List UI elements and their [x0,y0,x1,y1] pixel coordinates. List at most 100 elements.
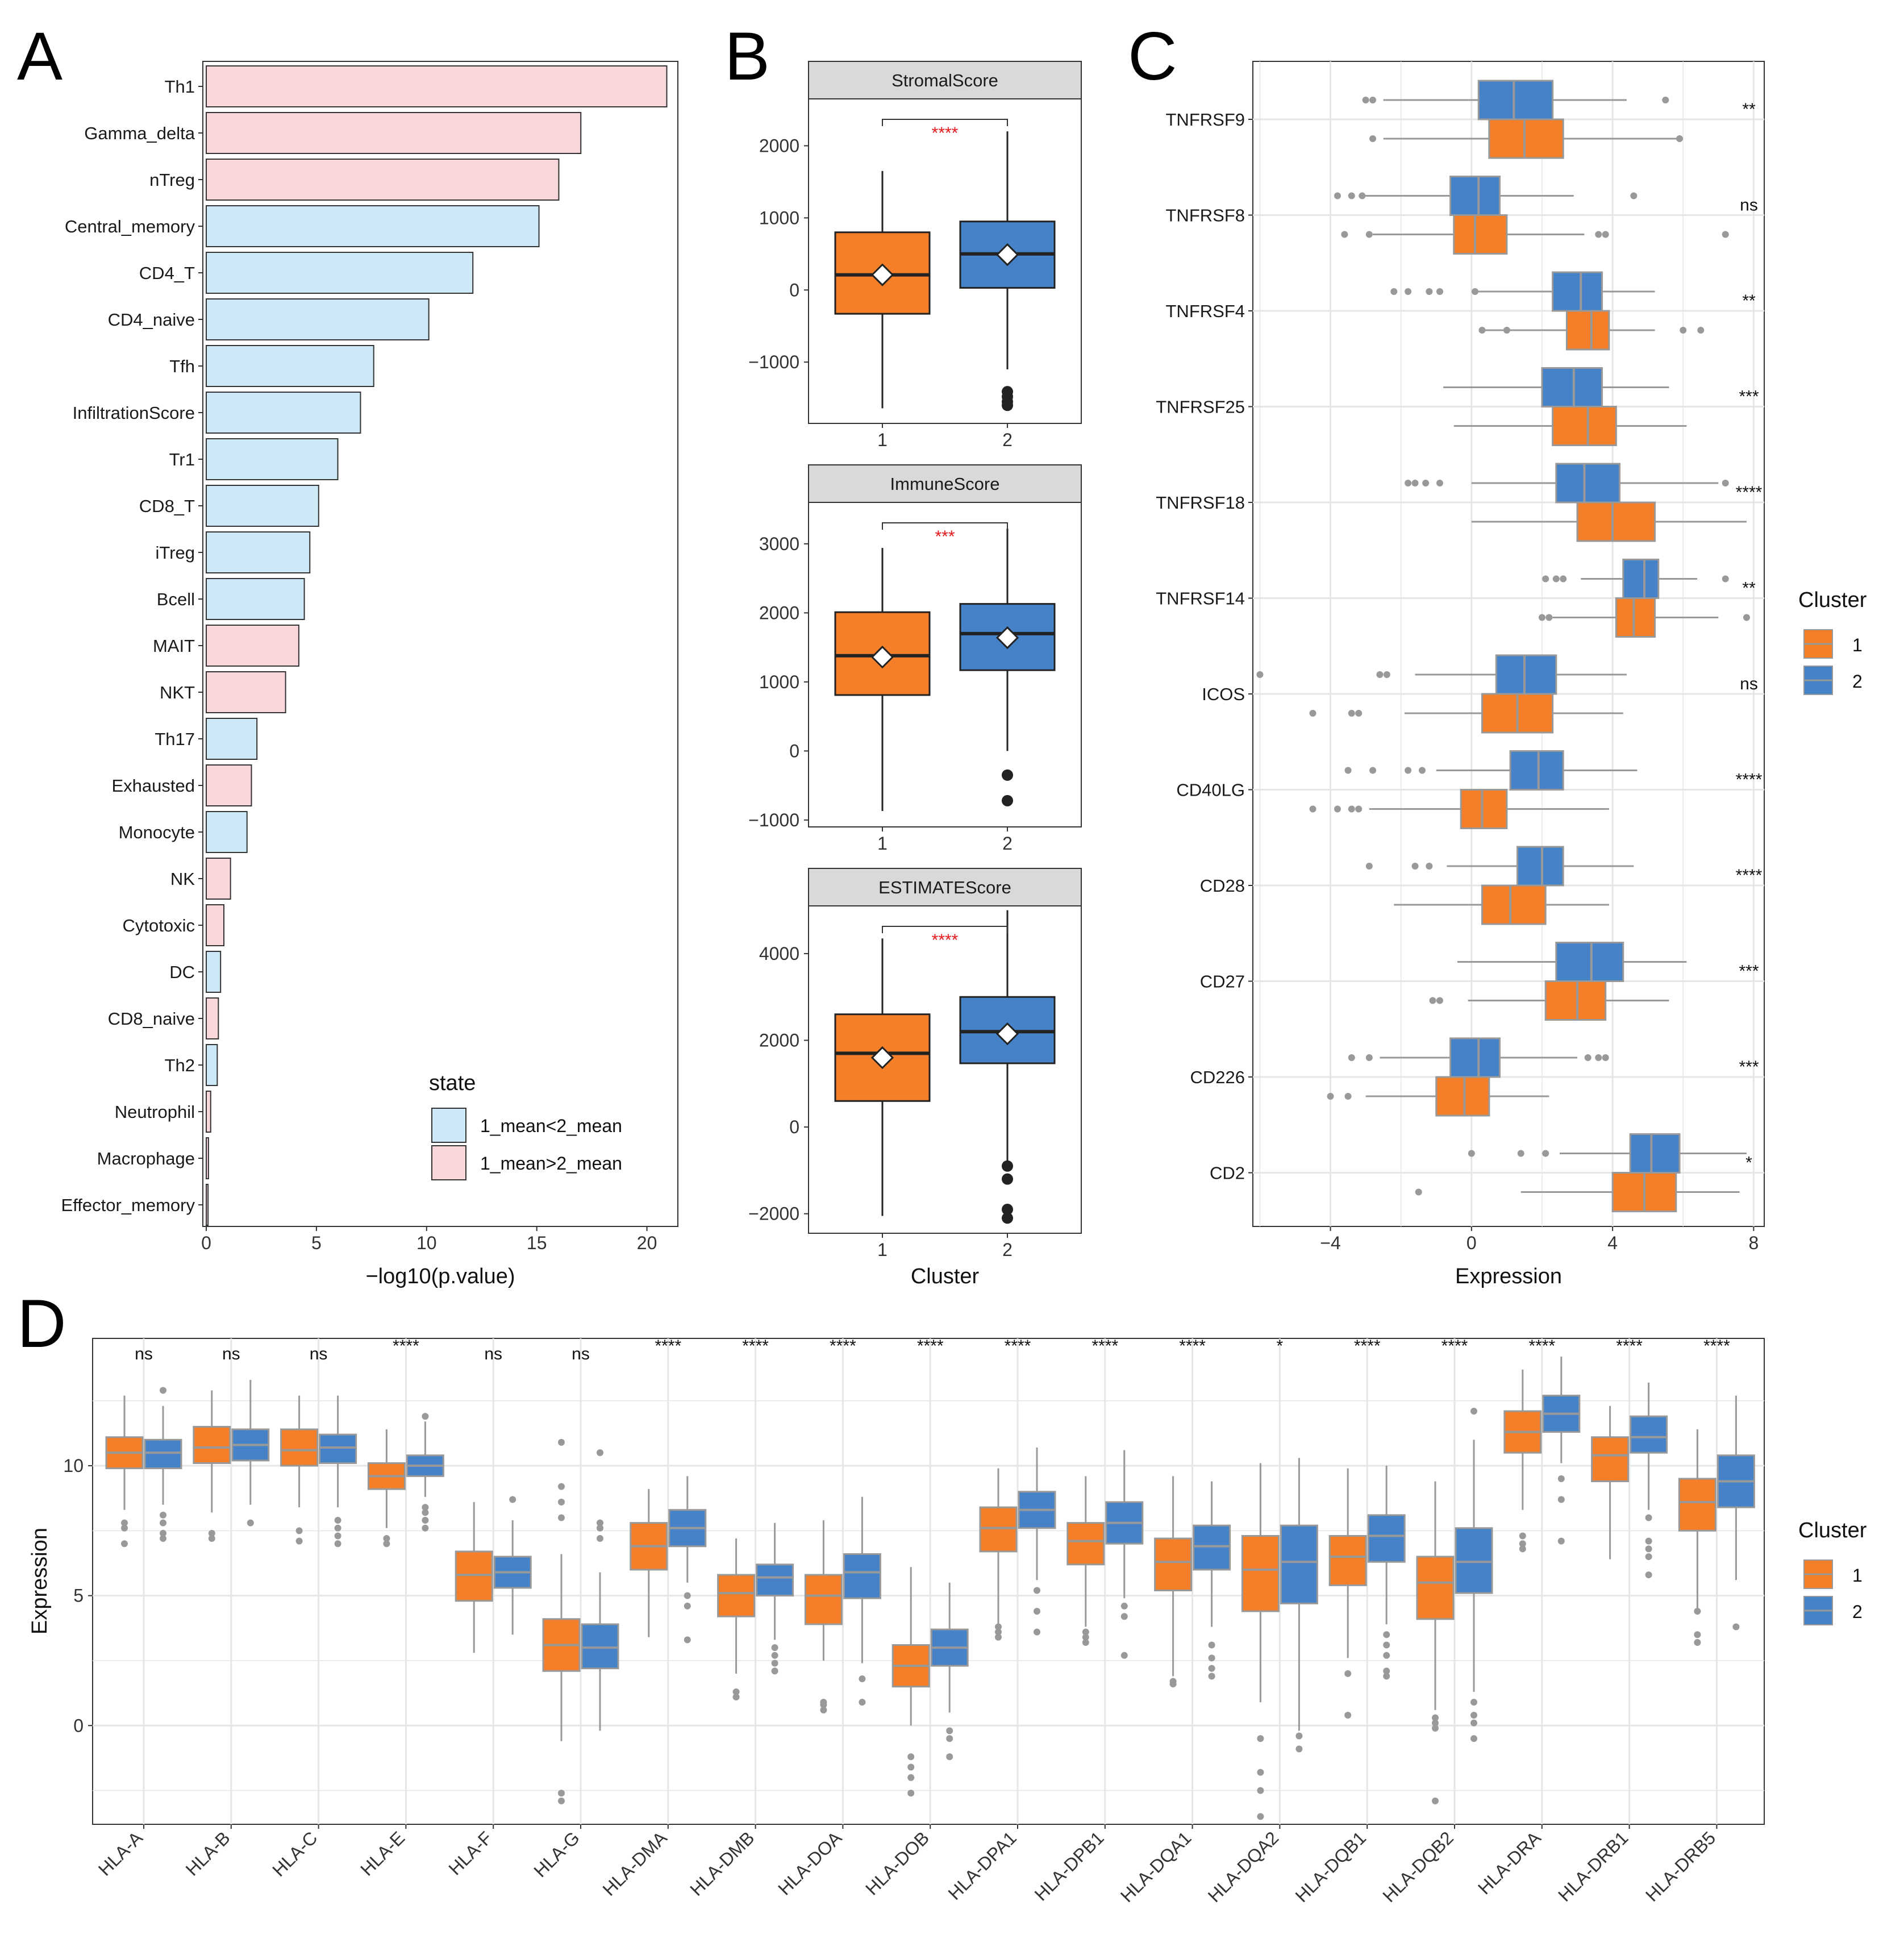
outlier-HLA-DQA1-2-0 [1208,1641,1215,1649]
y-label-CD27: CD27 [1200,972,1245,992]
outlier-HLA-DMA-2-0 [684,1592,691,1599]
sig-label-TNFRSF25: *** [1739,388,1759,406]
outlier-HLA-E-1-0 [383,1535,390,1542]
outlier-HLA-DMA-2-1 [684,1602,691,1609]
x-label-HLA-G: HLA-G [530,1827,584,1881]
box-CD40LG-1 [1460,789,1508,829]
y-tick-label-2-0: 0 [789,1117,799,1137]
box-HLA-C-1 [280,1428,319,1467]
outlier-TNFRSF4-2-0 [1390,288,1398,295]
outlier-HLA-DQB2-2-0 [1470,1408,1477,1415]
mean-marker-1-0 [870,646,894,669]
outlier-HLA-A-2-1 [160,1511,166,1519]
y-tick-label-1-1000: 1000 [759,672,799,692]
legend-label-1: 1 [1852,1565,1863,1586]
x-tick-label-5: 5 [311,1233,322,1253]
box-CD27-1 [1544,980,1607,1021]
outlier-TNFRSF8-1-3 [1602,231,1609,238]
x-label-HLA-C: HLA-C [268,1827,321,1880]
outlier-HLA-DQA2-1-1 [1257,1769,1264,1776]
outlier-HLA-G-1-0 [558,1438,565,1446]
outlier-ICOS-2-0 [1256,671,1264,678]
box-TNFRSF8-1 [1453,214,1508,255]
outlier-TNFRSF8-2-3 [1630,192,1638,199]
outlier-HLA-E-2-3 [422,1517,429,1524]
outlier-HLA-A-2-4 [160,1535,166,1542]
outlier-HLA-DMB-1-0 [732,1688,740,1695]
box-HLA-DQB1-1 [1328,1534,1367,1586]
bar-MAIT [206,625,299,667]
outlier-TNFRSF4-1-3 [1697,327,1705,334]
outlier-HLA-E-2-1 [422,1504,429,1511]
outlier-TNFRSF4-1-0 [1478,327,1486,334]
sig-label-TNFRSF18: **** [1736,483,1763,502]
sig-label-TNFRSF4: ** [1742,292,1756,310]
outlier-HLA-DQA1-2-1 [1208,1654,1215,1662]
box-HLA-DRB5-1 [1678,1478,1716,1532]
y-label-iTreg: iTreg [156,543,195,563]
outlier-HLA-A-1-0 [121,1519,128,1527]
y-tick-label-1--1000: −1000 [748,810,799,830]
outlier-HLA-DQA2-1-0 [1257,1735,1264,1742]
sig-label-HLA-A: ns [135,1345,153,1363]
outlier-HLA-DQA1-2-3 [1208,1673,1215,1680]
outlier-HLA-C-2-3 [334,1540,341,1548]
outlier-CD28-2-0 [1365,863,1373,870]
outlier-CD40LG-1-3 [1355,805,1363,813]
box-CD27-2 [1555,942,1624,982]
outlier-HLA-B-1-0 [208,1529,215,1537]
outlier-HLA-DQA2-2-0 [1295,1732,1303,1740]
outlier-TNFRSF14-2-3 [1722,575,1729,583]
sig-label-CD27: *** [1739,962,1759,981]
outlier-CD40LG-2-0 [1344,767,1352,774]
outlier-HLA-DRA-2-0 [1557,1475,1565,1482]
outlier-HLA-E-2-4 [422,1524,429,1532]
box-TNFRSF25-1 [1552,406,1617,446]
sig-label-HLA-DOA: **** [830,1337,856,1355]
outlier-ICOS-1-0 [1309,710,1316,717]
box-TNFRSF4-2 [1552,271,1603,312]
outlier-HLA-DOA-1-2 [820,1706,827,1713]
legend-label-gt: 1_mean>2_mean [480,1153,622,1174]
y-label-Cytotoxic: Cytotoxic [123,916,195,935]
bar-CD4_T [206,252,474,294]
y-label-MAIT: MAIT [153,636,195,656]
x-label-HLA-DMB: HLA-DMB [686,1827,758,1899]
legend-label-1: 1 [1852,635,1863,655]
outlier-CD226-2-3 [1595,1054,1602,1061]
outlier-TNFRSF4-2-4 [1472,288,1479,295]
outlier-HLA-DOA-1-1 [820,1701,827,1708]
outlier-HLA-G-1-2 [558,1499,565,1506]
outlier-HLA-G-1-5 [558,1797,565,1804]
box-CD40LG-2 [1509,750,1564,791]
panel-letter-b: B [724,18,770,94]
legend-label-2: 2 [1852,671,1863,692]
bar-Monocyte [206,811,248,853]
box-HLA-DPA1-1 [979,1506,1018,1553]
box-HLA-DRB1-1 [1591,1436,1630,1482]
legend-title: Cluster [1798,588,1867,612]
x-label-HLA-DOA: HLA-DOA [774,1827,846,1899]
outlier-HLA-DRA-2-2 [1557,1537,1565,1545]
x-label-HLA-E: HLA-E [356,1827,409,1879]
sig-label-HLA-DQA1: **** [1179,1337,1206,1355]
box-HLA-DQB2-1 [1416,1555,1455,1620]
outlier-TNFRSF8-2-0 [1334,192,1341,199]
box-TNFRSF18-1 [1576,501,1656,542]
outlier-TNFRSF14-1-1 [1545,614,1553,621]
y-tick-label-10: 10 [63,1455,84,1476]
bar-Bcell [206,578,305,620]
box-HLA-DOA-2 [843,1553,881,1599]
outlier-0-1-3 [1002,400,1013,411]
x-axis-title: −log10(p.value) [365,1265,515,1288]
box-HLA-C-2 [319,1433,357,1464]
outlier-HLA-E-1-1 [383,1540,390,1548]
y-label-TNFRSF18: TNFRSF18 [1156,493,1245,513]
outlier-HLA-DQB2-1-1 [1432,1719,1439,1727]
outlier-HLA-DOB-1-2 [907,1774,915,1781]
legend-title: state [429,1071,476,1095]
outlier-TNFRSF4-1-1 [1503,327,1510,334]
facet-strip-0 [808,61,1082,99]
sig-label-HLA-DQB1: **** [1354,1337,1381,1355]
outlier-HLA-DOB-1-1 [907,1764,915,1771]
